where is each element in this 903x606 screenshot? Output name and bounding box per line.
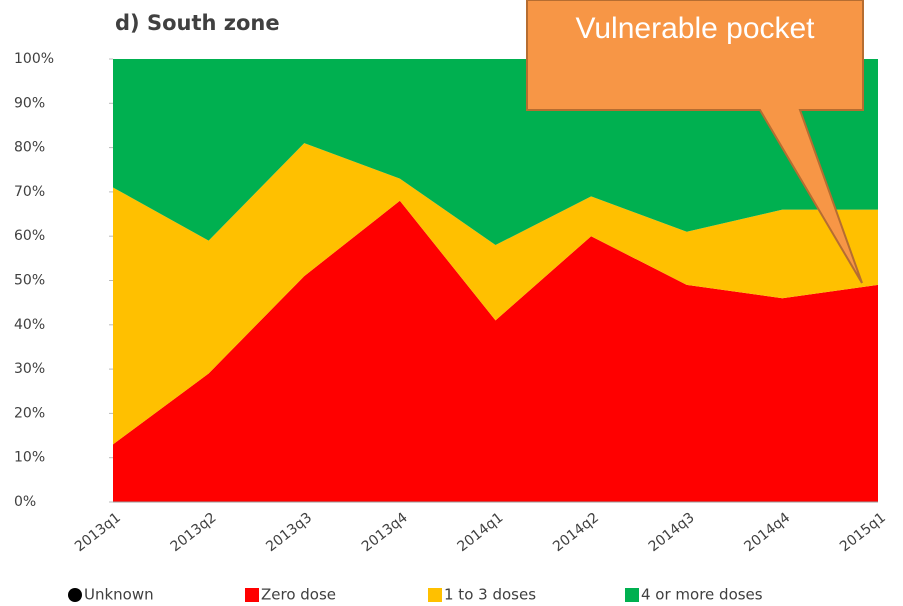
x-tick-label: 2013q2: [168, 510, 220, 556]
x-tick-label: 2013q3: [263, 510, 315, 556]
y-tick-label: 30%: [14, 361, 45, 377]
y-tick-label: 70%: [14, 184, 45, 200]
x-tick-label: 2014q1: [454, 510, 506, 556]
x-tick-label: 2014q2: [550, 510, 602, 556]
y-tick-label: 40%: [14, 317, 45, 333]
legend-label: Zero dose: [261, 586, 336, 604]
y-tick-label: 20%: [14, 405, 45, 421]
legend-label: 4 or more doses: [641, 586, 763, 604]
y-tick-label: 0%: [14, 494, 36, 510]
y-tick-label: 60%: [14, 228, 45, 244]
y-tick-label: 80%: [14, 140, 45, 156]
plot-area: [113, 59, 878, 502]
area: [113, 143, 878, 445]
annotation: Vulnerable pocket: [575, 12, 815, 45]
chart-title: d) South zone: [115, 11, 280, 35]
y-tick-label: 50%: [14, 273, 45, 289]
y-tick-label: 10%: [14, 450, 45, 466]
x-tick-label: 2015q1: [837, 510, 889, 556]
legend-swatch: [68, 588, 82, 602]
x-tick-label: 2013q1: [72, 510, 124, 556]
legend-swatch: [625, 588, 639, 602]
legend-label: Unknown: [84, 586, 154, 604]
y-tick-label: 100%: [14, 51, 54, 67]
x-tick-label: 2014q3: [646, 510, 698, 556]
x-tick-label: 2014q4: [741, 510, 793, 556]
legend-label: 1 to 3 doses: [444, 586, 536, 604]
y-tick-label: 90%: [14, 95, 45, 111]
legend-swatch: [428, 588, 442, 602]
legend-swatch: [245, 588, 259, 602]
x-tick-label: 2013q4: [359, 510, 411, 556]
callout: [526, 0, 864, 284]
